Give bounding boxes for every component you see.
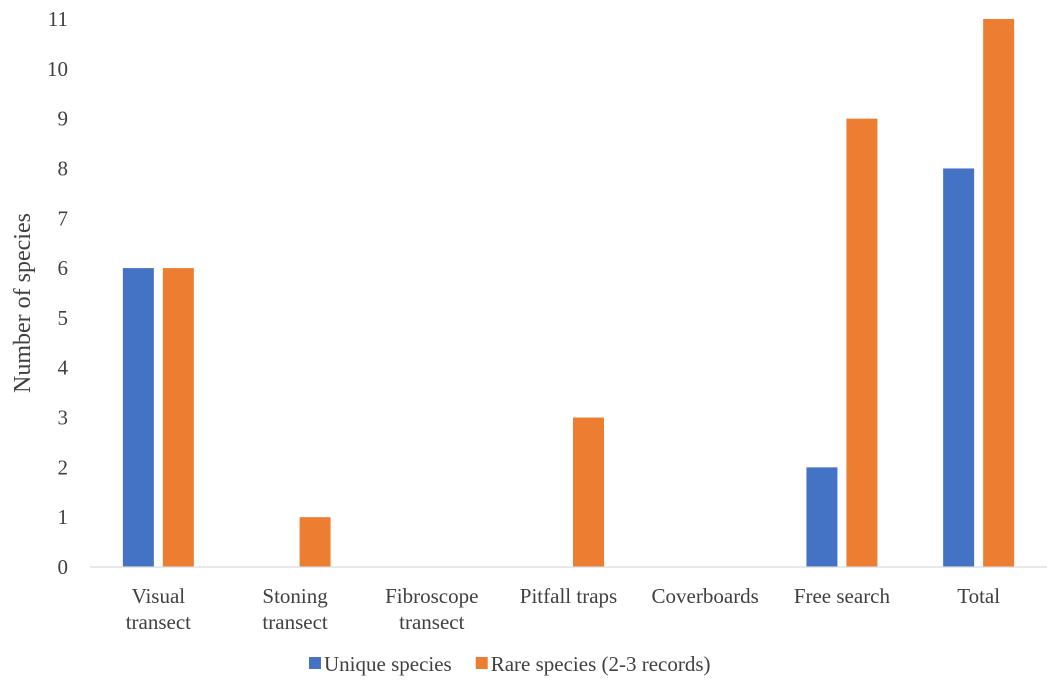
x-category-label: Visual transect xyxy=(126,584,191,634)
x-category-label: Total xyxy=(957,584,1000,608)
x-category-label: Stoning transect xyxy=(262,584,328,634)
y-tick-label: 3 xyxy=(58,406,69,430)
y-tick-label: 8 xyxy=(58,156,69,180)
bar-unique-6 xyxy=(943,168,975,568)
bar-rare-0 xyxy=(162,268,194,567)
legend-swatch xyxy=(475,657,488,669)
y-tick-label: 4 xyxy=(58,356,69,380)
y-tick-label: 0 xyxy=(58,555,69,579)
bar-rare-1 xyxy=(299,517,331,567)
y-tick-label: 6 xyxy=(58,256,69,280)
bar-unique-5 xyxy=(806,467,838,567)
y-tick-label: 7 xyxy=(58,206,69,230)
y-tick-label: 10 xyxy=(47,57,68,81)
y-tick-label: 2 xyxy=(58,455,69,479)
x-axis-categories: Visual transect Stoning transect Fibroscope t… xyxy=(126,584,1001,634)
x-category-label: Coverboards xyxy=(652,584,759,608)
x-category-label: Free search xyxy=(794,584,891,608)
y-axis-title: Number of species xyxy=(10,213,36,393)
y-tick-label: 9 xyxy=(58,107,69,131)
legend: Unique species Rare species (2-3 records) xyxy=(309,652,711,676)
x-category-label: Pitfall traps xyxy=(520,584,617,608)
y-tick-label: 5 xyxy=(58,306,69,330)
y-axis-ticks: 0 1 2 3 4 5 6 7 8 9 10 11 xyxy=(47,7,69,579)
bar-unique-0 xyxy=(122,268,154,567)
y-tick-label: 11 xyxy=(48,7,68,31)
bar-rare-5 xyxy=(846,118,878,568)
bar-rare-3 xyxy=(573,417,604,567)
legend-swatch xyxy=(309,657,321,669)
bars xyxy=(122,19,1015,568)
y-tick-label: 1 xyxy=(58,505,69,529)
legend-label: Unique species xyxy=(324,652,452,676)
x-category-label: Fibroscope transect xyxy=(385,584,478,634)
legend-label: Rare species (2-3 records) xyxy=(491,652,711,676)
bar-rare-6 xyxy=(983,19,1015,567)
